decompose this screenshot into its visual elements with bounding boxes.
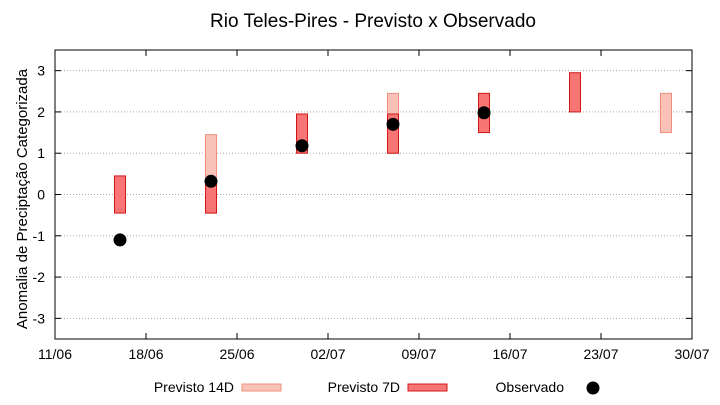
observed-point — [295, 139, 309, 153]
data-marks — [113, 72, 672, 247]
y-tick-label: 1 — [37, 145, 45, 161]
forecast-7d-bar — [114, 175, 126, 214]
legend-label: Previsto 14D — [154, 379, 234, 395]
observed-point — [386, 117, 400, 131]
observed-point — [477, 106, 491, 120]
forecast-14d-bar — [660, 92, 672, 134]
y-tick-label: 3 — [37, 63, 45, 79]
forecast-7d-bar — [387, 113, 399, 154]
x-tick-label: 23/07 — [583, 346, 618, 362]
axis-ticks: 3 2 1 0 -1 -2 -3 11/06 18/06 25/06 02/07 09/07 16/07… — [33, 50, 710, 362]
legend-label: Previsto 7D — [328, 379, 400, 395]
y-tick-label: 2 — [37, 104, 45, 120]
legend-marker — [586, 381, 600, 395]
forecast-7d-bar — [569, 72, 581, 113]
x-tick-label: 30/07 — [674, 346, 709, 362]
legend-label: Observado — [496, 379, 565, 395]
legend-swatch — [407, 383, 448, 392]
y-tick-label: -3 — [33, 310, 46, 326]
chart-title: Rio Teles-Pires - Previsto x Observado — [210, 11, 536, 32]
forecast-7d-bar — [296, 113, 308, 154]
x-tick-label: 02/07 — [310, 346, 345, 362]
x-tick-label: 25/06 — [219, 346, 254, 362]
x-tick-label: 16/07 — [492, 346, 527, 362]
y-tick-label: -2 — [33, 269, 46, 285]
x-tick-label: 09/07 — [401, 346, 436, 362]
y-axis-label: Anomalia de Preciptação Categorizada — [14, 68, 31, 329]
grid — [55, 70, 692, 319]
x-tick-label: 11/06 — [38, 346, 72, 362]
observed-point — [113, 233, 127, 247]
y-tick-label: 0 — [37, 187, 45, 203]
x-tick-label: 18/06 — [128, 346, 163, 362]
y-tick-label: -1 — [33, 228, 46, 244]
legend: Previsto 14D Previsto 7D Observado — [154, 379, 600, 395]
observed-point — [204, 174, 218, 188]
legend-swatch — [241, 383, 282, 392]
